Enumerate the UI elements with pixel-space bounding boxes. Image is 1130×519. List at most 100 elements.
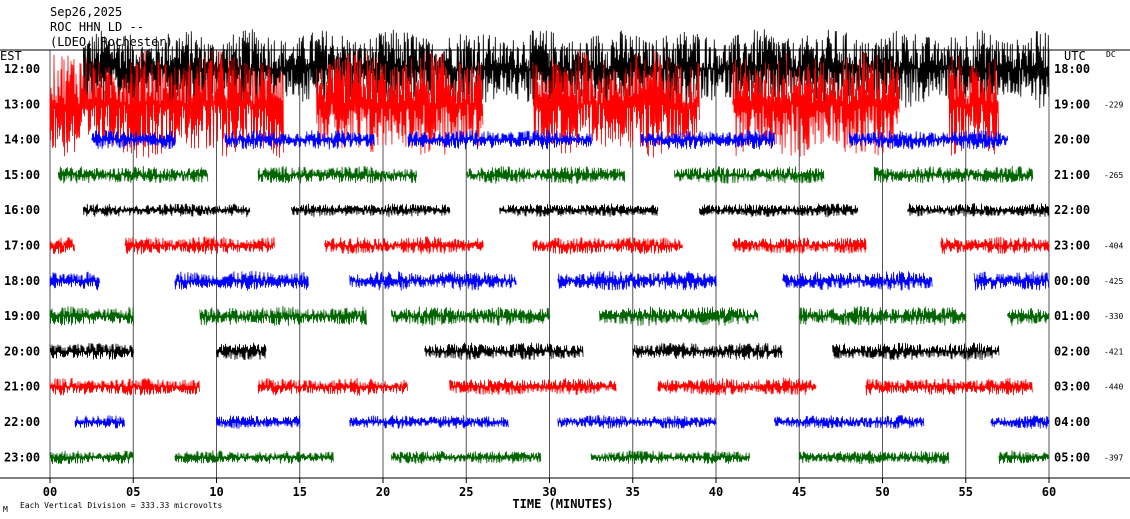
trace-segment bbox=[49, 50, 284, 159]
x-tick-label: 10 bbox=[209, 485, 223, 499]
trace-segment bbox=[224, 130, 375, 150]
x-tick-label: 20 bbox=[376, 485, 390, 499]
trace-segment bbox=[49, 343, 134, 360]
trace-segment bbox=[674, 166, 825, 184]
x-tick-label: 50 bbox=[875, 485, 889, 499]
row-dc-value: -397 bbox=[1104, 453, 1123, 462]
trace-segment bbox=[174, 450, 334, 465]
trace-segment bbox=[257, 377, 408, 396]
trace-segment bbox=[873, 165, 1034, 184]
trace-segment bbox=[216, 342, 267, 361]
trace-segment bbox=[49, 237, 75, 254]
trace-segment bbox=[640, 129, 775, 150]
trace-segment bbox=[1007, 307, 1050, 326]
trace-segment bbox=[532, 237, 683, 255]
row-dc-value: -421 bbox=[1104, 347, 1123, 356]
trace-segment bbox=[390, 306, 551, 326]
row-dc-value: -265 bbox=[1104, 171, 1123, 180]
row-dc-value: -330 bbox=[1104, 312, 1123, 321]
trace-segment bbox=[557, 271, 717, 291]
trace-segment bbox=[907, 203, 1050, 218]
left-timezone: EST bbox=[0, 49, 22, 63]
row-labels: 12:00 18:00 13:00 19:00 -229 14:00 20:00 15:00 2… bbox=[4, 62, 1123, 464]
row-label-left: 16:00 bbox=[4, 203, 40, 217]
row-label-left: 15:00 bbox=[4, 168, 40, 182]
row-label-left: 20:00 bbox=[4, 344, 40, 358]
header-network: (LDEO, Rochester) bbox=[50, 35, 173, 49]
trace-segment bbox=[390, 451, 542, 465]
x-tick-label: 30 bbox=[542, 485, 556, 499]
trace-segment bbox=[324, 236, 484, 255]
header-date: Sep26,2025 bbox=[50, 5, 122, 19]
x-axis-label: TIME (MINUTES) bbox=[512, 497, 613, 511]
x-tick-label: 15 bbox=[293, 485, 307, 499]
trace-segment bbox=[782, 271, 933, 291]
trace-segment bbox=[49, 271, 100, 291]
corner-mark: M bbox=[3, 505, 8, 514]
row-label-left: 13:00 bbox=[4, 97, 40, 111]
trace-segment bbox=[732, 51, 900, 157]
trace-layer bbox=[49, 29, 1050, 465]
trace-segment bbox=[557, 415, 717, 429]
row-label-right: 05:00 bbox=[1054, 450, 1090, 464]
row-label-right: 20:00 bbox=[1054, 133, 1090, 147]
trace-segment bbox=[599, 306, 759, 327]
trace-segment bbox=[316, 50, 484, 155]
trace-segment bbox=[124, 236, 275, 255]
trace-segment bbox=[199, 306, 367, 326]
trace-segment bbox=[291, 203, 451, 218]
trace-segment bbox=[49, 377, 200, 396]
trace-segment bbox=[832, 342, 1000, 361]
trace-segment bbox=[257, 166, 417, 184]
x-tick-label: 55 bbox=[959, 485, 973, 499]
trace-segment bbox=[465, 165, 626, 184]
row-dc-value: -404 bbox=[1104, 242, 1123, 251]
row-dc-value: -229 bbox=[1104, 100, 1123, 109]
row-label-left: 22:00 bbox=[4, 415, 40, 429]
x-tick-label: 05 bbox=[126, 485, 140, 499]
trace-segment bbox=[657, 377, 817, 396]
trace-segment bbox=[49, 450, 134, 465]
trace-segment bbox=[948, 55, 999, 156]
trace-segment bbox=[216, 415, 301, 429]
row-label-right: 02:00 bbox=[1054, 344, 1090, 358]
trace-segment bbox=[798, 306, 967, 326]
trace-segment bbox=[632, 342, 783, 361]
x-tick-label: 00 bbox=[43, 485, 57, 499]
row-dc-value: -440 bbox=[1104, 383, 1123, 392]
trace-segment bbox=[848, 130, 1009, 150]
row-label-right: 23:00 bbox=[1054, 239, 1090, 253]
row-label-right: 01:00 bbox=[1054, 309, 1090, 323]
trace-segment bbox=[57, 165, 209, 184]
x-tick-label: 25 bbox=[459, 485, 473, 499]
x-tick-labels: 00 05 10 15 20 25 30 35 40 45 50 55 60 bbox=[43, 485, 1056, 499]
trace-segment bbox=[973, 271, 1049, 291]
x-tick-label: 35 bbox=[626, 485, 640, 499]
trace-segment bbox=[732, 236, 867, 254]
row-label-right: 19:00 bbox=[1054, 97, 1090, 111]
row-dc-value: -425 bbox=[1104, 277, 1123, 286]
row-label-left: 14:00 bbox=[4, 133, 40, 147]
row-label-right: 03:00 bbox=[1054, 380, 1090, 394]
trace-segment bbox=[82, 203, 251, 218]
header-station: ROC HHN LD -- bbox=[50, 20, 144, 34]
row-label-left: 23:00 bbox=[4, 450, 40, 464]
row-label-right: 04:00 bbox=[1054, 415, 1090, 429]
trace-segment bbox=[49, 306, 134, 326]
trace-segment bbox=[449, 377, 617, 396]
x-tick-label: 45 bbox=[792, 485, 806, 499]
row-label-right: 18:00 bbox=[1054, 62, 1090, 76]
trace-segment bbox=[590, 450, 750, 465]
row-label-left: 17:00 bbox=[4, 239, 40, 253]
trace-segment bbox=[407, 129, 592, 150]
row-label-left: 21:00 bbox=[4, 380, 40, 394]
row-label-right: 22:00 bbox=[1054, 203, 1090, 217]
trace-segment bbox=[349, 271, 517, 291]
trace-segment bbox=[349, 415, 509, 429]
trace-segment bbox=[532, 50, 700, 158]
dc-label: DC bbox=[1106, 50, 1116, 59]
trace-segment bbox=[773, 415, 925, 429]
trace-segment bbox=[424, 342, 584, 361]
trace-segment bbox=[865, 377, 1033, 396]
x-tick-label: 60 bbox=[1042, 485, 1056, 499]
